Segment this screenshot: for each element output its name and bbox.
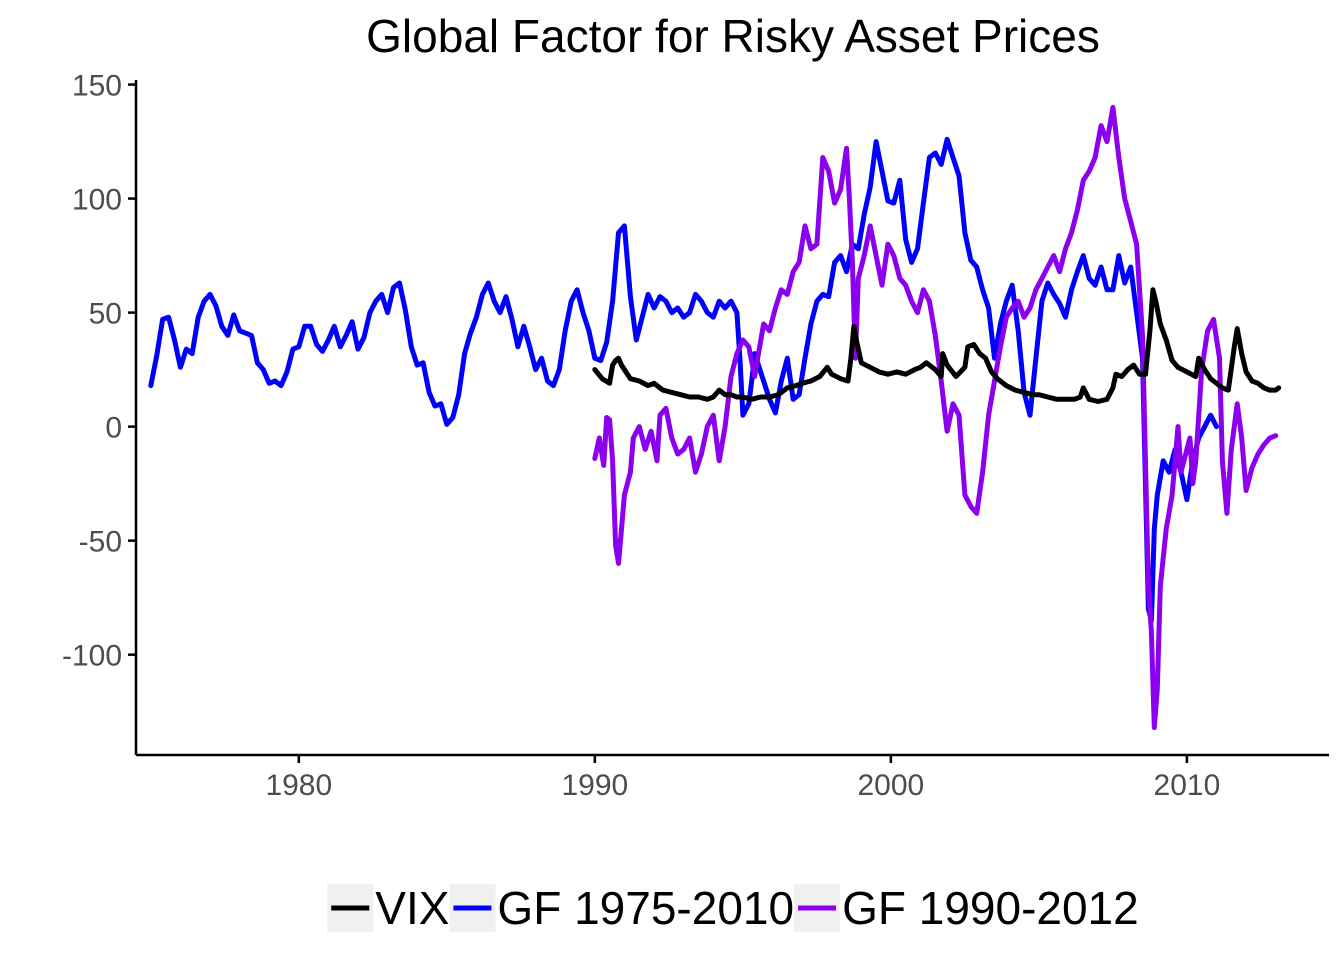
x-axis-ticks: 1980 1990 2000 2010 — [265, 755, 1220, 802]
legend-label: GF 1975-2010 — [497, 882, 794, 934]
y-axis-ticks: 150 100 50 0 -50 -100 — [62, 70, 136, 673]
series-line-0 — [592, 287, 1282, 404]
y-tick-label: -50 — [79, 526, 122, 559]
plot-area — [148, 104, 1282, 731]
series-line-2 — [592, 104, 1279, 731]
axes — [134, 80, 1329, 757]
y-tick-label: 0 — [105, 412, 122, 445]
y-tick-label: 50 — [89, 298, 122, 331]
y-tick-label: -100 — [62, 640, 122, 673]
x-tick-label: 1990 — [561, 769, 628, 802]
x-tick-label: 2010 — [1154, 769, 1221, 802]
series-line-1 — [148, 136, 1219, 623]
chart-title: Global Factor for Risky Asset Prices — [366, 10, 1100, 62]
x-tick-label: 2000 — [858, 769, 925, 802]
y-tick-label: 100 — [72, 184, 122, 217]
y-tick-label: 150 — [72, 70, 122, 103]
legend-label: VIX — [375, 882, 449, 934]
legend: VIX GF 1975-2010 GF 1990-2012 — [327, 882, 1139, 934]
x-tick-label: 1980 — [265, 769, 332, 802]
legend-label: GF 1990-2012 — [842, 882, 1139, 934]
